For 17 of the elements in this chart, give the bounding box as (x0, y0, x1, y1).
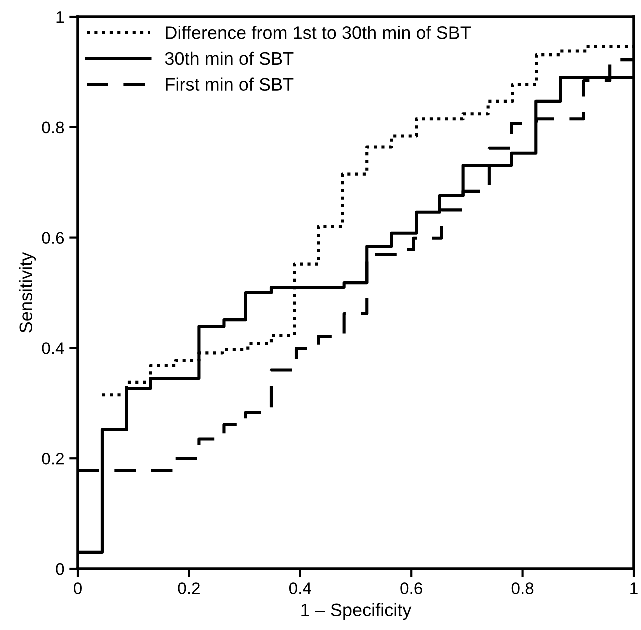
legend-label: Difference from 1st to 30th min of SBT (166, 26, 472, 40)
y-tick-label: 0.2 (42, 453, 64, 465)
y-tick-label: 0.6 (42, 232, 64, 244)
x-tick-label: 0 (74, 582, 82, 594)
x-tick-label: 1 (630, 582, 638, 594)
legend-label: 30th min of SBT (165, 52, 294, 66)
y-tick-label: 0.4 (42, 342, 64, 354)
x-tick-label: 0.2 (178, 582, 200, 594)
x-tick-label: 0.8 (512, 582, 534, 594)
y-axis-title: Sensitivity (19, 252, 36, 333)
x-tick-label: 0.6 (400, 582, 422, 594)
y-tick-label: 1 (56, 12, 64, 24)
x-tick-label: 0.4 (289, 582, 312, 594)
y-tick-label: 0 (56, 563, 64, 576)
x-axis-title: 1 – Specificity (302, 603, 412, 620)
y-tick-label: 0.8 (42, 122, 64, 134)
legend-label: First min of SBT (166, 78, 294, 92)
